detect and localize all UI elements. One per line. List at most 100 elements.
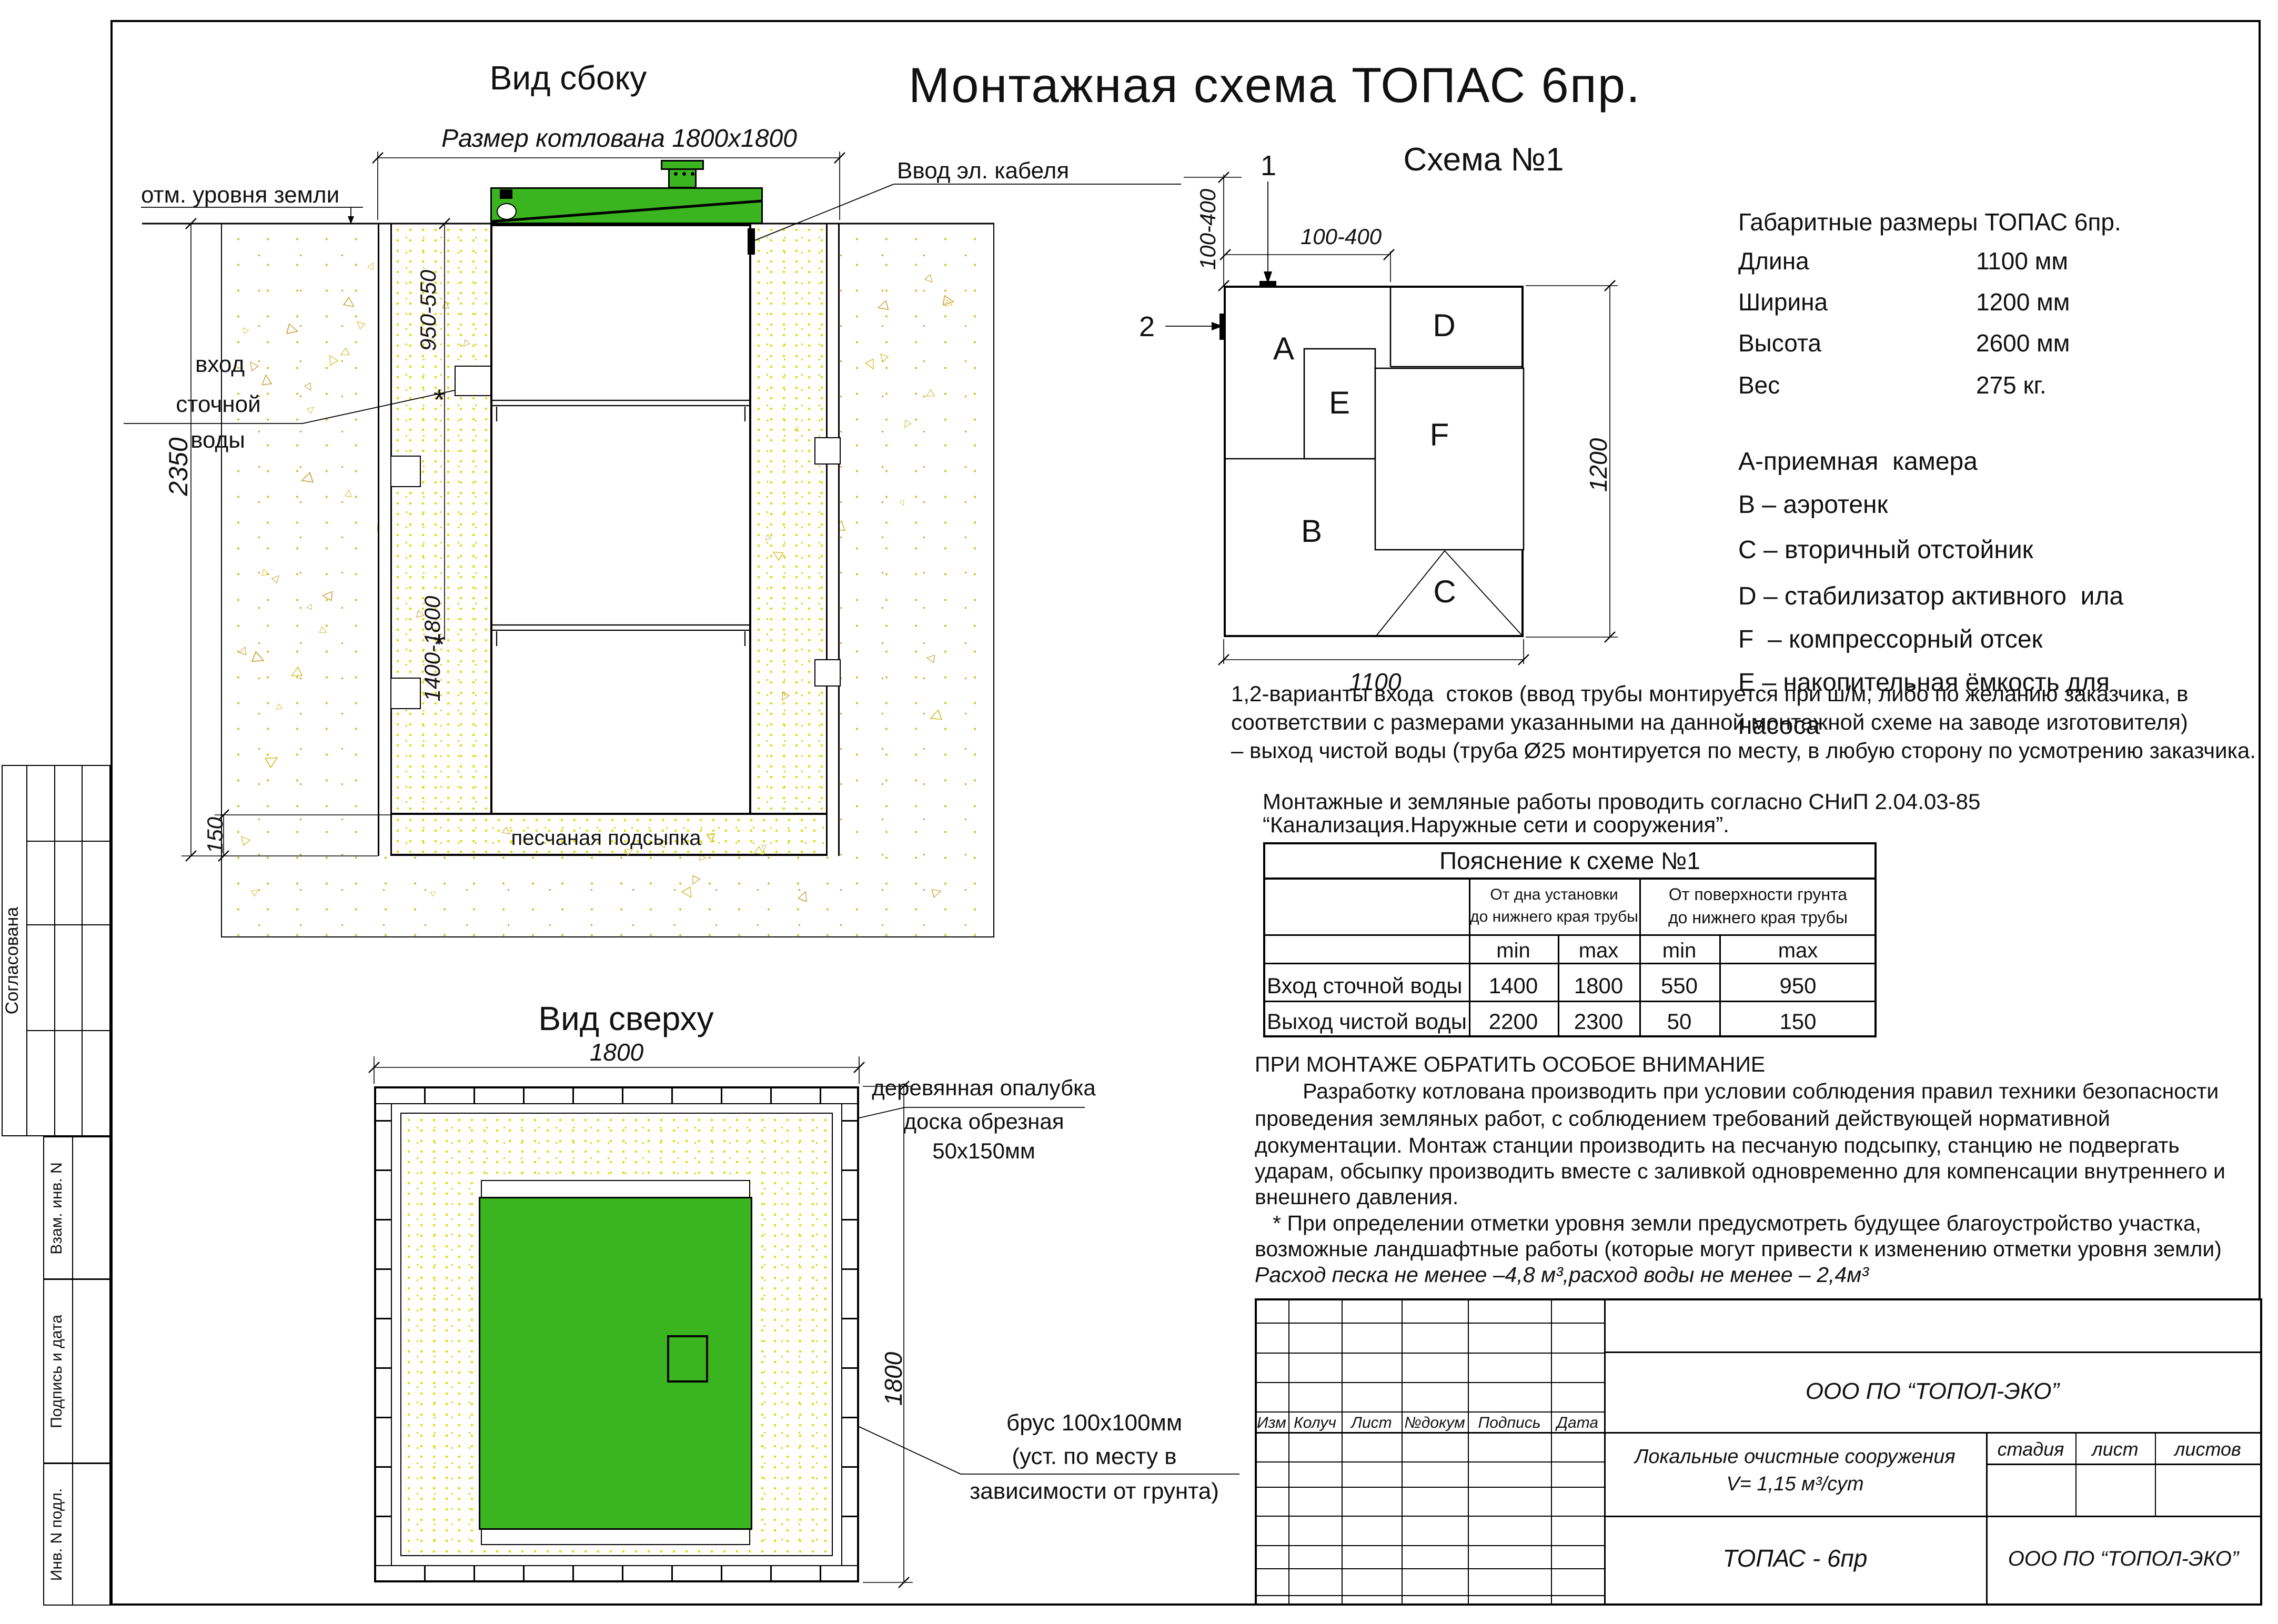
schema-comp-f: F xyxy=(1429,417,1449,452)
table-minmax: min xyxy=(1662,939,1697,962)
cable-entry xyxy=(748,228,755,255)
attention-line: возможные ландшафтные работы (которые мо… xyxy=(1255,1237,2222,1261)
legend-line: С – вторичный отстойник xyxy=(1738,536,2033,564)
attention-line: проведения земляных работ, с соблюдением… xyxy=(1255,1106,2110,1131)
specs-value: 1200 мм xyxy=(1976,288,2070,316)
stamp-col-header: Изм xyxy=(1257,1414,1286,1431)
table-cell: 550 xyxy=(1660,973,1698,998)
specs-value: 1100 мм xyxy=(1976,247,2068,275)
table-group-header: до нижнего края трубы xyxy=(1668,908,1848,927)
tank-body xyxy=(490,224,751,815)
dim-inlet-range: 950-550 xyxy=(416,269,440,351)
inlet-label: воды xyxy=(190,427,245,453)
formwork-label: доска обрезная xyxy=(903,1109,1064,1134)
margin-stamp-approved xyxy=(2,765,110,1136)
stamp-product: ТОПАС - 6пр xyxy=(1722,1545,1868,1572)
table-group-header: От дна установки xyxy=(1490,886,1618,903)
inlet-label: вход xyxy=(195,351,245,377)
formwork-line-right xyxy=(826,224,828,856)
stamp-org: ООО ПО “ТОПОЛ-ЭКО” xyxy=(2008,1547,2239,1570)
dim-bedding: 150 xyxy=(203,816,227,854)
specs-label: Ширина xyxy=(1738,288,1828,316)
topview-plank-band-right xyxy=(841,1104,857,1565)
formwork-line-left xyxy=(390,224,392,856)
table-title: Пояснение к схеме №1 xyxy=(1439,847,1700,874)
vent-cap xyxy=(661,160,704,170)
schema-marker-2: 2 xyxy=(1138,311,1155,342)
schema-comp-a: A xyxy=(1273,331,1295,366)
specs-value: 275 кг. xyxy=(1976,371,2047,399)
topview-formwork-inner xyxy=(400,1113,833,1556)
dimension-ticks xyxy=(185,152,1616,1588)
topview-plank-band-bottom xyxy=(376,1565,857,1581)
formwork-label: деревянная опалубка xyxy=(872,1075,1096,1100)
stamp-stage-header: стадия xyxy=(1997,1438,2064,1460)
specs-value: 2600 мм xyxy=(1976,329,2070,357)
specs-label: Вес xyxy=(1738,371,1780,399)
dim-depth: 2350 xyxy=(164,437,193,496)
sand-bedding-label: песчаная подсыпка xyxy=(511,826,701,850)
table-minmax: max xyxy=(1778,939,1818,962)
schema-marker-1: 1 xyxy=(1260,150,1277,181)
beam-label: зависимости от грунта) xyxy=(970,1478,1219,1504)
legend-line: В – аэротенк xyxy=(1738,491,1888,519)
attention-line: Разработку котлована производить при усл… xyxy=(1255,1079,2219,1103)
notes-snip-line: Монтажные и земляные работы проводить со… xyxy=(1263,789,1981,814)
schema-comp-d: D xyxy=(1433,308,1456,343)
vent-hole xyxy=(691,172,694,176)
table-cell: 50 xyxy=(1667,1009,1692,1034)
specs-label: Высота xyxy=(1738,329,1821,357)
table-cell: 1800 xyxy=(1574,973,1624,998)
table-cell: 950 xyxy=(1779,973,1817,998)
stamp-col-header: Подпись xyxy=(1478,1414,1541,1431)
sand-backfill-right: △ △ △ △ xyxy=(752,225,826,813)
lid-hatch-square xyxy=(500,189,512,199)
stamp-col-header: Лист xyxy=(1351,1414,1392,1431)
explanation-table xyxy=(1263,842,1877,1037)
vent-hole xyxy=(674,172,678,176)
margin-stamp-cells xyxy=(43,1136,110,1606)
legend-line: F – компрессорный отсек xyxy=(1738,626,2043,653)
schema-dim-width: 1100 xyxy=(1349,668,1402,695)
schema-comp-b: B xyxy=(1301,513,1323,549)
leader-arrowheads xyxy=(348,216,1272,330)
stamp-stage-header: лист xyxy=(2092,1438,2139,1460)
title-block xyxy=(1255,1298,2262,1606)
notes-variants-line: – выход чистой воды (труба Ø25 монтирует… xyxy=(1231,738,2256,763)
attention-line: внешнего давления. xyxy=(1255,1185,1459,1209)
inlet-label: сточной xyxy=(176,391,261,417)
legend-line: А-приемная камера xyxy=(1738,448,1978,476)
table-group-header: до нижнего края трубы xyxy=(1470,908,1638,925)
topview-plank-band-left xyxy=(376,1104,392,1565)
tank-partitions xyxy=(491,399,750,646)
vent-hole xyxy=(682,172,686,176)
lid-slope-line xyxy=(491,199,762,223)
attention-line: ударам, обсыпку производить вместе с зал… xyxy=(1255,1159,2225,1183)
stamp-doc-volume: V= 1,15 м³/сут xyxy=(1726,1473,1864,1495)
excavation-size-label: Размер котлована 1800х1800 xyxy=(441,125,797,153)
sand-backfill-left: △ △ △ △ △ xyxy=(391,225,490,813)
top-view-title: Вид сверху xyxy=(538,1000,714,1037)
schema-cell-c-diagonals xyxy=(1375,550,1524,638)
table-row-label: Вход сточной воды xyxy=(1267,973,1463,998)
notes-snip-line: “Канализация.Наружные сети и сооружения”… xyxy=(1263,812,1729,837)
formwork-label: 50х150мм xyxy=(932,1138,1035,1163)
schema-cell-e xyxy=(1303,348,1376,460)
margin-cell-label: Взам. инв. N xyxy=(48,1162,65,1255)
stamp-col-header: №докум xyxy=(1404,1414,1465,1431)
stamp-col-header: Дата xyxy=(1556,1414,1599,1431)
inlet-stub xyxy=(455,366,491,396)
schema-comp-c: C xyxy=(1433,574,1456,609)
schema-dim-left: 100-400 xyxy=(1195,188,1220,270)
topview-plank-band-top xyxy=(376,1088,857,1104)
table-cell: 2300 xyxy=(1574,1009,1624,1034)
margin-approved-label: Согласована xyxy=(2,906,22,1015)
topview-formwork-outer xyxy=(374,1086,859,1582)
dimension-lines xyxy=(182,152,1618,1583)
formwork-waler xyxy=(814,659,841,687)
schema-pipe-ticks xyxy=(1219,281,1276,340)
notes-variants-line: соответствии с размерами указанными на д… xyxy=(1231,710,2188,734)
stamp-company: ООО ПО “ТОПОЛ-ЭКО” xyxy=(1805,1378,2060,1404)
